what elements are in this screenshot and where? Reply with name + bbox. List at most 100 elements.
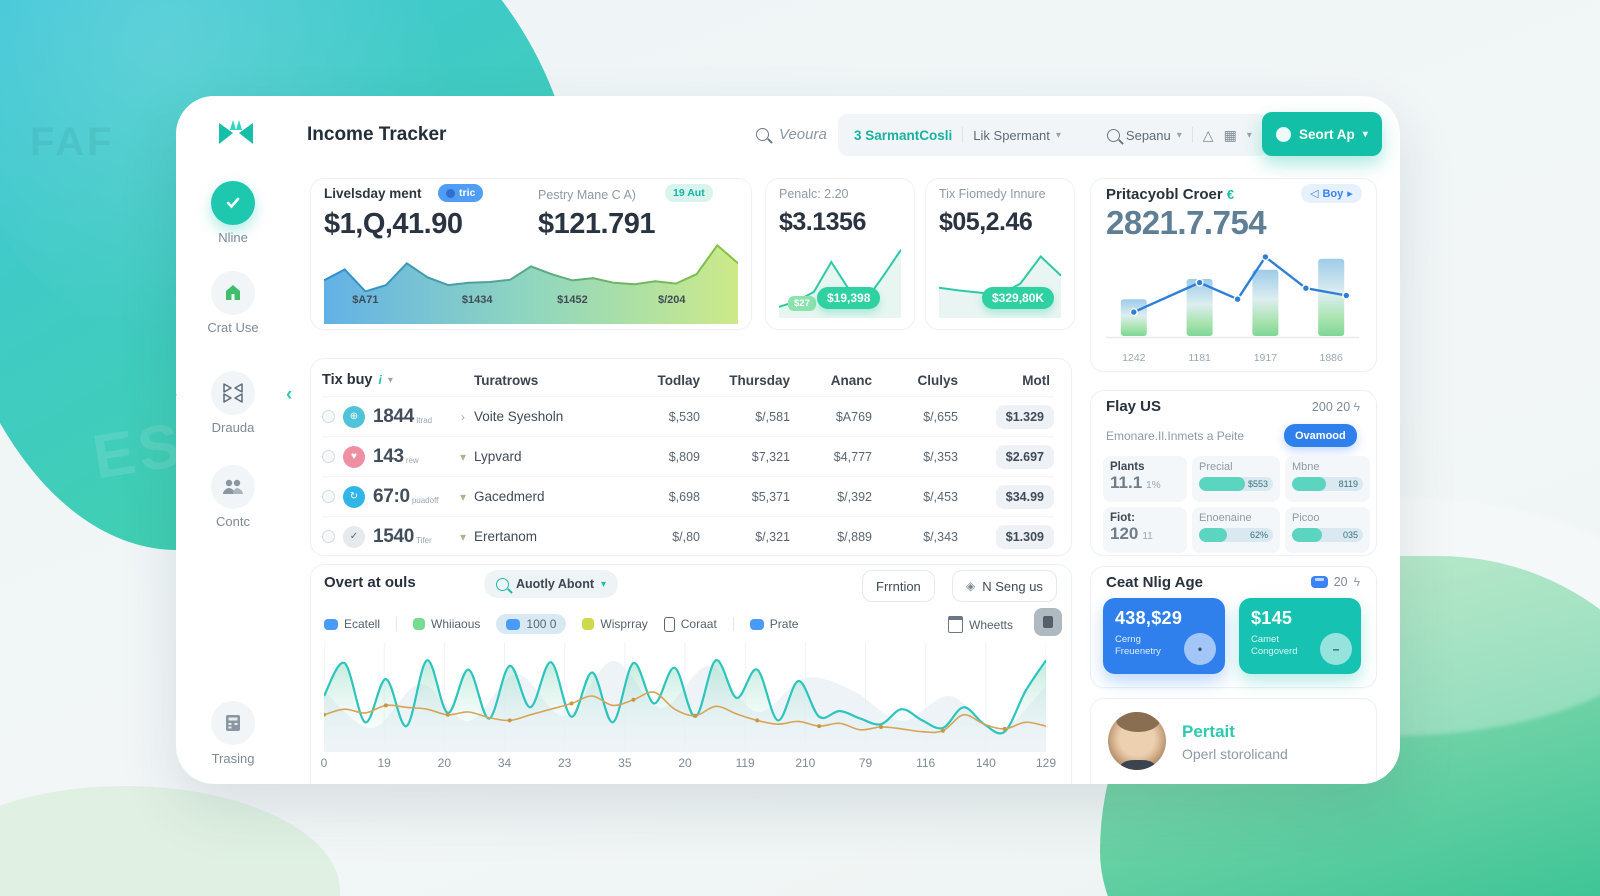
table-title: Tix buy i ▾ [322,372,393,388]
legend-item[interactable]: Prate [749,617,798,631]
ceat-meta: 20 ϟ [1294,575,1360,589]
sidebar-item-nline[interactable] [211,181,255,225]
row-id-cell: ⊕ 1844 Itrad [322,405,452,428]
users-icon [223,479,243,494]
column-header[interactable]: Todlay [657,372,700,388]
secondary-line-point [631,697,636,702]
phone-icon [663,616,675,632]
row-avatar-icon: ↻ [343,485,365,508]
overview-axis-label: 210 [795,756,816,770]
overview-filter-dropdown[interactable]: Auotly Abont ▾ [484,570,619,598]
target-icon: • [1184,633,1216,665]
chart-badge-small: $27 [788,296,816,311]
trend-axis-label: 1886 [1319,352,1343,364]
row-id-number: 1844 [373,405,415,427]
column-header[interactable]: Motl [1022,372,1050,388]
row-expand-icon[interactable]: ▾ [459,529,467,544]
sort-app-button[interactable]: Seort Ap ▾ [1262,112,1382,156]
table-row[interactable]: ✓ 1540 Tifer ▾ Erertanom $/,80 $/,321 $/,889 $/,… [322,516,1054,556]
trend-bar [1186,279,1213,336]
chat-icon [749,618,764,630]
chevron-down-icon: ▾ [1176,129,1182,141]
row-radio[interactable] [322,530,335,543]
profile-subtitle: Operl storolicand [1182,746,1288,762]
chevron-down-icon[interactable]: ▾ [387,374,393,386]
user-dropdown[interactable]: Lik Spermant ▾ [973,128,1061,143]
watermark-corner: FAF [30,120,115,164]
ovamood-button[interactable]: Ovamood [1284,424,1357,447]
trend-line-point [1129,307,1138,317]
flay-stat-label: Plants [1110,461,1145,473]
minus-icon: – [1320,633,1352,665]
legend-item[interactable]: Coraat [663,616,717,632]
row-amount: $,809 [668,449,700,464]
ceat-card-teal[interactable]: $145 Camet Congoverd – [1239,598,1361,674]
profile-name[interactable]: Pertait [1182,722,1235,741]
sidebar-item-drauda[interactable] [211,371,255,415]
sidebar-item-trasing[interactable] [211,701,255,745]
secondary-line-point [383,703,388,708]
frrntion-button[interactable]: Frrntion [862,570,935,602]
legend-item[interactable]: Whiiaous [413,617,480,631]
column-header[interactable]: Thursday [729,372,790,388]
trend-axis-label: 1242 [1122,352,1146,364]
search-dropdown[interactable]: Sepanu ▾ [1106,128,1182,143]
legend-separator [732,617,734,631]
legend-label: 100 0 [526,617,557,631]
stat-value: $05,2.46 [939,208,1033,236]
row-expand-icon[interactable]: › [461,409,465,424]
legend-item-pill[interactable]: 100 0 [496,614,567,634]
overview-axis-label: 19 [377,756,391,770]
alert-triangle-icon[interactable]: △ [1202,126,1214,143]
table-row[interactable]: ↻ 67:0 puadoff ▾ Gacedmerd $,698 $5,371 $/,392 $… [322,476,1054,516]
info-icon[interactable]: i [378,373,382,387]
legend-label: Whiiaous [431,617,481,631]
flay-bar-cell: Precial $553 [1192,456,1280,502]
tool-button[interactable] [1034,608,1062,636]
row-amount: $/,581 [755,409,790,424]
row-amount: $5,371 [751,489,790,504]
quick-link[interactable]: 3 SarmantCosli [854,127,953,143]
column-header[interactable]: Turatrows [474,372,539,388]
row-radio[interactable] [322,490,335,503]
legend-wheetts[interactable]: Wheetts [948,616,1013,633]
trend-bar [1120,299,1147,336]
legend-item[interactable]: Wisprray [582,617,648,631]
table-row[interactable]: ♥ 143 rew ▾ Lypvard $,809 $7,321 $4,777 $/,353 $2… [322,436,1054,476]
buy-badge[interactable]: ◁ Boy ▸ [1301,184,1362,203]
row-expand-icon[interactable]: ▾ [459,489,467,504]
secondary-line-point [755,718,760,723]
grid-view-icon[interactable]: ▦ [1223,126,1237,143]
overview-axis-labels: 0 19 20 34 23 35 20 119 210 79 116 140 129 [321,756,1056,770]
sidebar-item-crat-use[interactable] [211,271,255,315]
ceat-card-blue[interactable]: 438,$29 Cerng Freuenetry • [1103,598,1225,674]
column-header[interactable]: Clulys [917,372,958,388]
overview-axis-label: 23 [557,756,572,770]
legend-label: Coraat [680,617,717,631]
row-radio[interactable] [322,450,335,463]
legend-item[interactable]: Ecatell [324,617,380,631]
sidebar-expand-icon[interactable]: › [176,384,177,406]
flay-progress-value: 62% [1249,530,1268,540]
flay-progress-track: 035 [1292,528,1363,542]
flay-progress-fill [1292,477,1327,491]
chevron-down-icon[interactable]: ▾ [1246,129,1252,141]
send-us-button[interactable]: ◈ N Seng us [952,570,1057,602]
home-icon [226,285,240,300]
sort-app-label: Seort Ap [1299,126,1355,142]
trend-value: 2821.7.754 [1106,204,1267,241]
row-expand-icon[interactable]: ▾ [459,449,467,464]
row-id-sub: puadoff [411,495,439,505]
secondary-line-point [569,701,574,706]
row-id-number: 67:0 [373,485,410,507]
column-header[interactable]: Ananc [830,372,872,388]
row-name: Voite Syesholn [474,409,564,424]
table-row[interactable]: ⊕ 1844 Itrad › Voite Syesholn $,530 $/,581 $A76… [322,396,1054,436]
search-icon [496,577,509,591]
flay-bar-cell: Enoenaine 62% [1192,507,1280,553]
sidebar-item-contc[interactable] [211,465,255,509]
sidebar-collapse-icon[interactable]: ‹ [286,384,293,405]
global-search[interactable]: Veoura [756,126,827,143]
flay-progress-fill [1199,528,1228,542]
row-radio[interactable] [322,410,335,423]
